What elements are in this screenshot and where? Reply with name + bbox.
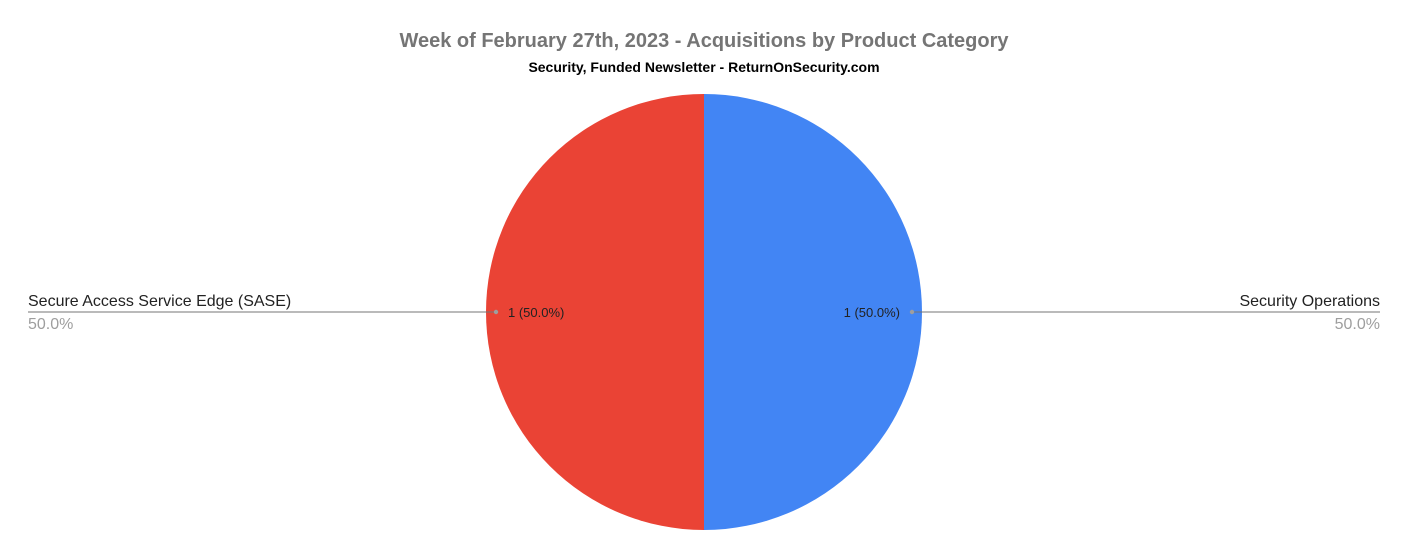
slice-label-security-operations: Security Operations	[1239, 293, 1380, 310]
leader-dot-security-operations	[909, 309, 915, 315]
pie-slice-security-operations	[704, 94, 922, 530]
data-label-security-operations: 1 (50.0%)	[844, 305, 900, 320]
slice-percent-security-operations: 50.0%	[1335, 316, 1380, 333]
slice-label-secure-access-service-edge-sase: Secure Access Service Edge (SASE)	[28, 293, 291, 310]
pie-slices	[486, 94, 922, 530]
data-label-secure-access-service-edge-sase: 1 (50.0%)	[508, 305, 564, 320]
pie-slice-secure-access-service-edge-sase	[486, 94, 704, 530]
slice-labels: 1 (50.0%) Security Operations 50.0% 1 (50.0…	[28, 293, 1380, 333]
slice-percent-secure-access-service-edge-sase: 50.0%	[28, 316, 73, 333]
chart-title: Week of February 27th, 2023 - Acquisitio…	[399, 30, 1009, 52]
chart-subtitle: Security, Funded Newsletter - ReturnOnSe…	[528, 59, 879, 75]
leader-dot-secure-access-service-edge-sase	[493, 309, 499, 315]
